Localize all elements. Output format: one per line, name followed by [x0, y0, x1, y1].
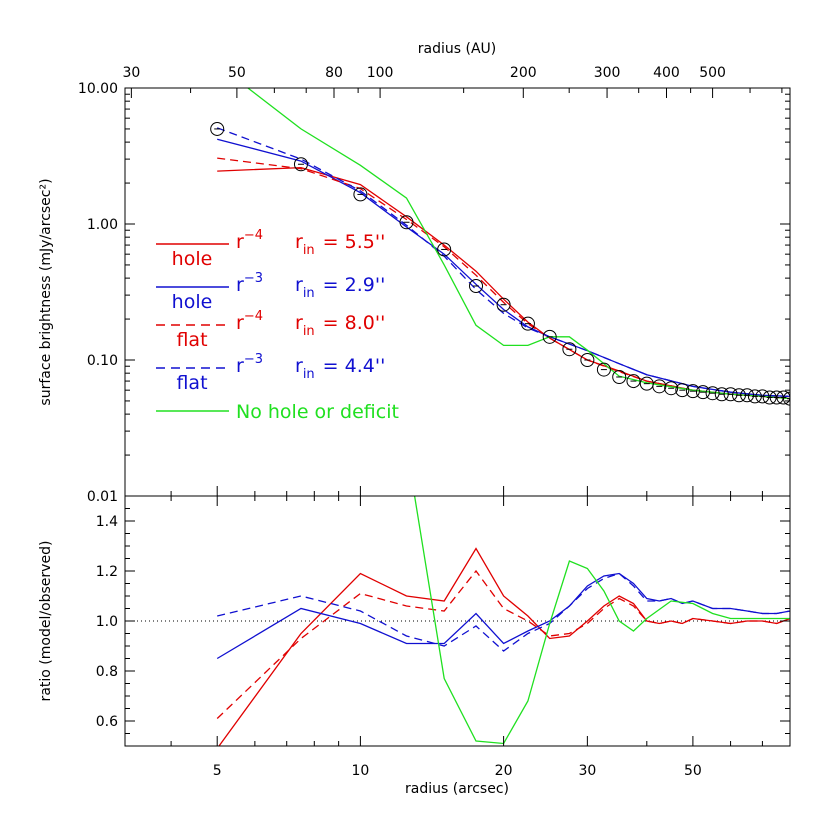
- top-ticks: 30 50 80 100 200 300 400 500 10.00 1.00 0.10 0.01: [78, 65, 791, 505]
- observed-point: [496, 297, 511, 312]
- y-tick-label: 10.00: [78, 81, 118, 97]
- y-tick-label: 0.6: [96, 714, 118, 730]
- observed-point: [469, 279, 484, 294]
- top-panel: 30 50 80 100 200 300 400 500 10.00 1.00 0.10 0.01 r…: [38, 41, 791, 505]
- observed-point: [293, 157, 308, 172]
- top-x-tick-label: 200: [510, 65, 537, 81]
- bottom-series-line-3: [217, 572, 790, 652]
- top-series-line-2: [217, 157, 790, 400]
- legend-label: r−3 rin = 4.4'': [236, 352, 385, 382]
- top-x-tick-label: 400: [653, 65, 680, 81]
- top-x-tick-label: 80: [325, 65, 343, 81]
- observed-point: [685, 384, 700, 399]
- x-tick-label: 20: [495, 763, 513, 779]
- y-tick-label: 0.01: [87, 489, 118, 505]
- y-tick-label: 1.00: [87, 217, 118, 233]
- observed-point: [580, 353, 595, 367]
- top-plot-frame: [124, 87, 791, 497]
- legend-label: r−4 rin = 8.0'': [236, 309, 385, 339]
- observed-point: [437, 242, 452, 257]
- observed-point: [210, 121, 225, 136]
- observed-point: [783, 391, 790, 406]
- observed-point: [596, 362, 611, 377]
- observed-point: [740, 388, 755, 403]
- observed-point: [353, 187, 368, 202]
- legend-label: r−3 rin = 2.9'': [236, 271, 385, 301]
- top-axis-title: radius (AU): [418, 41, 496, 57]
- top-series-line-0: [217, 166, 790, 400]
- legend-subtitle: flat: [176, 329, 207, 351]
- top-series-line-3: [216, 127, 790, 398]
- observed-point: [652, 379, 667, 394]
- bottom-series-line-1: [216, 572, 790, 660]
- top-series-line-1: [217, 138, 790, 398]
- y-tick-label: 0.8: [96, 664, 118, 680]
- top-x-tick-label: 50: [228, 65, 246, 81]
- bottom-panel: 5 10 20 30 50 0.6 0.8 1.0 1.2 1.4 radius (arcsec)…: [38, 495, 791, 797]
- observed-point: [520, 316, 535, 331]
- top-x-tick-label: 30: [122, 65, 140, 81]
- x-tick-label: 50: [684, 763, 702, 779]
- bottom-series-line-0: [218, 547, 790, 746]
- observed-point: [705, 386, 720, 401]
- y-tick-label: 1.4: [96, 514, 118, 530]
- observed-point: [626, 374, 641, 389]
- legend-label: r−4 rin = 5.5'': [236, 228, 385, 258]
- bottom-ticks: 5 10 20 30 50 0.6 0.8 1.0 1.2 1.4: [96, 495, 791, 779]
- observed-point: [542, 329, 557, 344]
- legend: hole r−4 rin = 5.5'' hole r−3 rin = 2.9'' flat r−…: [156, 228, 399, 423]
- top-y-axis-title: surface brightness (mJy/arcsec²): [38, 178, 54, 405]
- bottom-x-axis-title: radius (arcsec): [405, 781, 509, 797]
- x-tick-label: 10: [351, 763, 369, 779]
- top-x-tick-label: 300: [594, 65, 621, 81]
- bottom-series-line-4: [413, 496, 790, 745]
- x-tick-label: 30: [578, 763, 596, 779]
- observed-point: [612, 369, 627, 384]
- legend-label: No hole or deficit: [236, 401, 399, 423]
- observed-point: [755, 389, 770, 404]
- observed-point: [675, 383, 690, 398]
- top-x-tick-label: 100: [367, 65, 394, 81]
- observed-point: [695, 385, 710, 400]
- top-x-tick-label: 500: [699, 65, 726, 81]
- legend-subtitle: hole: [172, 291, 213, 313]
- observed-point: [399, 215, 414, 230]
- y-tick-label: 1.2: [96, 564, 118, 580]
- observed-point: [664, 381, 679, 396]
- y-tick-label: 0.10: [87, 353, 118, 369]
- observed-point: [562, 342, 577, 357]
- legend-subtitle: flat: [176, 372, 207, 394]
- bottom-series-line-2: [216, 569, 790, 719]
- x-tick-label: 5: [213, 763, 222, 779]
- legend-subtitle: hole: [172, 248, 213, 270]
- observed-point: [723, 387, 738, 402]
- y-tick-label: 1.0: [96, 614, 118, 630]
- bottom-y-axis-title: ratio (model/observed): [38, 541, 54, 702]
